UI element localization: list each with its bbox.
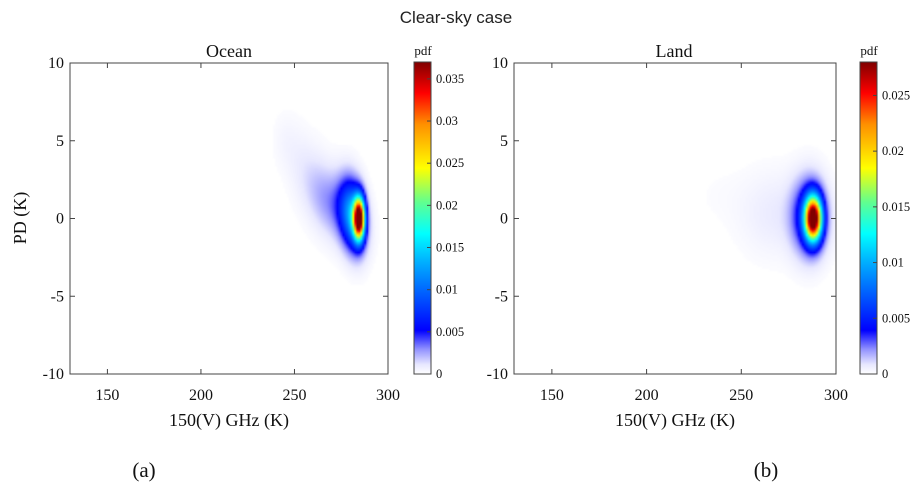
panel-a-colorbar-tick-label: 0.035 (436, 72, 464, 86)
panel-a-colorbar (413, 61, 432, 375)
panel-a-density-heatmap (70, 63, 388, 374)
figure-suptitle: Clear-sky case (400, 8, 512, 27)
panel-b: Land 150 200 250 300 -10 -5 0 5 10 150(V) GHz (K… (487, 41, 910, 482)
panel-b-x-axis-label: 150(V) GHz (K) (615, 410, 735, 431)
panel-a-ticks: 150 200 250 300 -10 -5 0 5 10 (43, 55, 400, 404)
panel-a-x-axis-label: 150(V) GHz (K) (169, 410, 289, 431)
panel-a-colorbar-tick-label: 0 (436, 367, 442, 381)
panel-a-title: Ocean (206, 41, 252, 61)
panel-b-title: Land (656, 41, 693, 61)
panel-a: Ocean 150 200 250 300 -10 -5 0 5 10 150(V) GHz (… (10, 41, 464, 482)
panel-a-colorbar-tick-label: 0.03 (436, 114, 458, 128)
panel-b-colorbar-tick-label: 0.005 (882, 311, 910, 325)
panel-a-x-tick-label: 250 (282, 387, 306, 404)
panel-a-y-axis-label: PD (K) (10, 192, 31, 245)
panel-a-y-tick-label: -10 (43, 366, 64, 383)
panel-b-ticks: 150 200 250 300 -10 -5 0 5 10 (487, 55, 848, 404)
panel-b-x-tick-label: 250 (729, 387, 753, 404)
panel-b-y-tick-label: 10 (492, 55, 508, 72)
panel-b-x-tick-label: 150 (540, 387, 564, 404)
panel-b-colorbar-tick-label: 0 (882, 367, 888, 381)
panel-b-colorbar-tick-label: 0.01 (882, 256, 904, 270)
panel-b-colorbar (859, 61, 878, 375)
panel-a-colorbar-tick-label: 0.005 (436, 325, 464, 339)
panel-b-colorbar-tick-label: 0.015 (882, 200, 910, 214)
panel-b-colorbar-title: pdf (860, 43, 878, 58)
panel-b-colorbar-tick-label: 0.02 (882, 144, 904, 158)
panel-a-colorbar-tick-label: 0.025 (436, 156, 464, 170)
panel-a-y-tick-label: 0 (56, 211, 64, 228)
panel-a-y-tick-label: -5 (51, 288, 64, 305)
panel-a-colorbar-tick-label: 0.02 (436, 198, 458, 212)
panel-a-y-tick-label: 10 (48, 55, 64, 72)
panel-a-label: (a) (132, 458, 155, 482)
panel-b-y-tick-label: 5 (500, 133, 508, 150)
panel-a-y-tick-label: 5 (56, 133, 64, 150)
panel-a-colorbar-tick-label: 0.015 (436, 241, 464, 255)
panel-a-x-tick-label: 300 (376, 387, 400, 404)
panel-b-colorbar-ticks: 0 0.005 0.01 0.015 0.02 0.025 (873, 88, 910, 381)
panel-b-y-tick-label: 0 (500, 211, 508, 228)
panel-a-colorbar-tick-label: 0.01 (436, 283, 458, 297)
panel-b-density-heatmap (514, 63, 836, 374)
panel-a-colorbar-title: pdf (414, 43, 432, 58)
panel-b-y-tick-label: -10 (487, 366, 508, 383)
panel-a-x-tick-label: 150 (95, 387, 119, 404)
panel-b-x-tick-label: 300 (824, 387, 848, 404)
panel-b-x-tick-label: 200 (635, 387, 659, 404)
panel-b-y-tick-label: -5 (495, 288, 508, 305)
panel-a-colorbar-ticks: 0 0.005 0.01 0.015 0.02 0.025 0.03 0.035 (427, 72, 464, 381)
panel-b-colorbar-tick-label: 0.025 (882, 88, 910, 102)
panel-b-label: (b) (754, 458, 779, 482)
panel-a-x-tick-label: 200 (189, 387, 213, 404)
